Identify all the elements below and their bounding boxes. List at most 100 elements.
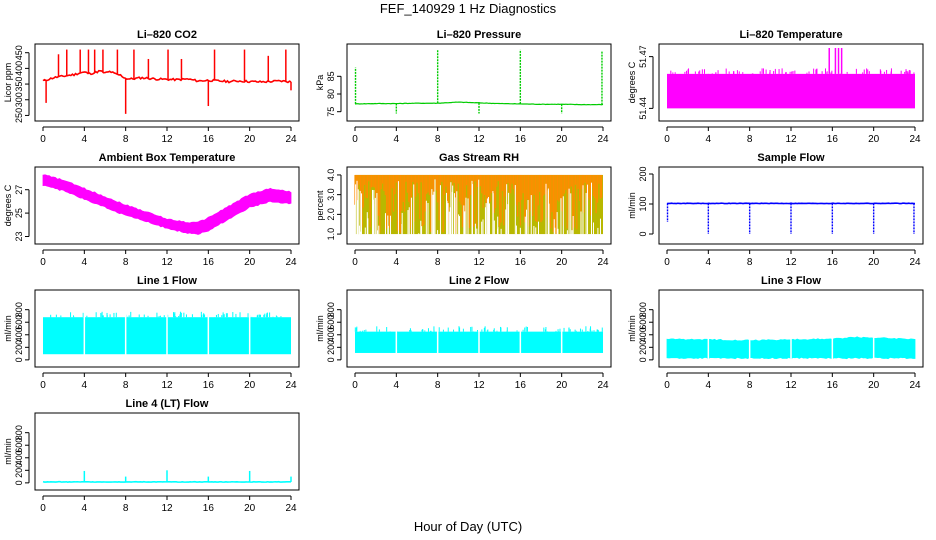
y-tick-label: 800 <box>326 302 336 317</box>
y-axis-label: degrees C <box>627 61 637 103</box>
x-tick-label: 12 <box>473 134 485 145</box>
x-tick-label: 8 <box>123 380 129 391</box>
x-tick-label: 24 <box>285 257 297 268</box>
panel-data <box>667 48 915 109</box>
panel-title: Gas Stream RH <box>439 152 519 164</box>
y-tick-label: 400 <box>14 327 24 342</box>
y-tick-label: 0 <box>638 357 648 362</box>
y-axis-label: ml/min <box>3 315 13 342</box>
x-tick-label: 20 <box>244 257 256 268</box>
panel-frame <box>34 43 300 122</box>
panel-title: Line 2 Flow <box>449 275 509 287</box>
panel-data <box>666 290 916 367</box>
x-tick-label: 8 <box>747 257 753 268</box>
x-tick-label: 4 <box>394 134 400 145</box>
y-axis-label: ml/min <box>3 438 13 465</box>
panel-data <box>42 49 292 114</box>
x-tick-label: 0 <box>40 257 46 268</box>
chart-panel-8: Line 2 Flow 0 4 8 12 16 20 24 0 200400600800ml/mi… <box>315 275 612 391</box>
chart-panel-9: Line 3 Flow 0 4 8 12 16 20 24 0 200400600800ml/mi… <box>627 275 924 391</box>
x-tick-label: 4 <box>706 257 712 268</box>
y-tick-label: 600 <box>326 315 336 330</box>
x-tick-label: 24 <box>597 257 609 268</box>
panel-title: Li–820 Temperature <box>739 29 842 41</box>
x-tick-label: 12 <box>473 380 485 391</box>
x-tick-label: 16 <box>827 257 839 268</box>
y-tick-label: 200 <box>638 166 648 181</box>
x-tick-label: 16 <box>203 134 215 145</box>
panel-frame <box>34 289 300 368</box>
panel-frame <box>34 166 300 245</box>
chart-panel-6: Sample Flow 0 4 8 12 16 20 24 0 100 200 ml/min <box>627 152 924 268</box>
y-tick-label: 200 <box>14 463 24 478</box>
panel-frame <box>658 166 924 245</box>
x-tick-label: 16 <box>827 134 839 145</box>
y-tick-label: 80 <box>326 89 336 99</box>
x-tick-label: 24 <box>285 503 297 514</box>
y-tick-label: 0 <box>14 480 24 485</box>
x-tick-label: 24 <box>909 134 921 145</box>
x-tick-label: 8 <box>747 380 753 391</box>
x-tick-label: 8 <box>123 257 129 268</box>
panel-data <box>42 470 292 483</box>
x-tick-label: 20 <box>556 380 568 391</box>
x-tick-label: 24 <box>597 134 609 145</box>
y-tick-label: 450 <box>14 45 24 60</box>
x-tick-label: 16 <box>203 380 215 391</box>
y-tick-label: 51.47 <box>638 45 648 68</box>
data-line <box>42 69 292 84</box>
x-tick-label: 24 <box>909 257 921 268</box>
panel-frame <box>658 289 924 368</box>
x-tick-label: 4 <box>82 503 88 514</box>
x-tick-label: 12 <box>161 503 173 514</box>
x-tick-label: 20 <box>868 257 880 268</box>
x-tick-label: 4 <box>82 257 88 268</box>
y-axis-label: percent <box>315 190 325 221</box>
y-tick-label: 250 <box>14 108 24 123</box>
y-tick-label: 400 <box>14 61 24 76</box>
x-tick-label: 8 <box>123 503 129 514</box>
y-tick-label: 400 <box>638 327 648 342</box>
x-tick-label: 4 <box>82 134 88 145</box>
x-tick-label: 4 <box>82 380 88 391</box>
y-axis-label: kPa <box>315 75 325 91</box>
panel-data <box>666 202 916 234</box>
y-tick-label: 600 <box>14 315 24 330</box>
y-tick-label: 600 <box>14 438 24 453</box>
panel-title: Line 3 Flow <box>761 275 821 287</box>
y-tick-label: 600 <box>638 315 648 330</box>
x-tick-label: 8 <box>435 257 441 268</box>
panel-data <box>354 49 604 114</box>
x-tick-label: 4 <box>394 257 400 268</box>
x-tick-label: 0 <box>352 257 358 268</box>
y-tick-label: 200 <box>638 340 648 355</box>
panel-title: Li–820 Pressure <box>437 29 521 41</box>
panel-frame <box>658 43 924 122</box>
x-tick-label: 0 <box>664 380 670 391</box>
x-tick-label: 4 <box>394 380 400 391</box>
y-tick-label: 3.0 <box>326 188 336 201</box>
x-tick-label: 0 <box>352 380 358 391</box>
y-tick-label: 51.44 <box>638 97 648 120</box>
y-tick-label: 23 <box>14 231 24 241</box>
panel-data <box>42 174 292 235</box>
panel-frame <box>346 289 612 368</box>
y-axis-label: ml/min <box>315 315 325 342</box>
panel-data <box>354 174 603 237</box>
x-tick-label: 20 <box>244 134 256 145</box>
chart-panel-7: Line 1 Flow 0 4 8 12 16 20 24 0 200400600800ml/mi… <box>3 275 300 391</box>
x-tick-label: 12 <box>161 134 173 145</box>
panel-title: Ambient Box Temperature <box>99 152 236 164</box>
panel-frame <box>34 412 300 491</box>
x-tick-label: 20 <box>868 134 880 145</box>
chart-panel-5: Gas Stream RH 0 4 8 12 16 20 24 1.0 2.0 3.0 4.0perc… <box>315 152 612 268</box>
x-tick-label: 12 <box>473 257 485 268</box>
y-axis-label: ml/min <box>627 315 637 342</box>
y-tick-label: 350 <box>14 77 24 92</box>
y-axis-label: Licor ppm <box>3 63 13 103</box>
x-tick-label: 20 <box>556 257 568 268</box>
panel-data <box>354 290 603 367</box>
x-tick-label: 0 <box>40 134 46 145</box>
y-axis-label: ml/min <box>627 192 637 219</box>
